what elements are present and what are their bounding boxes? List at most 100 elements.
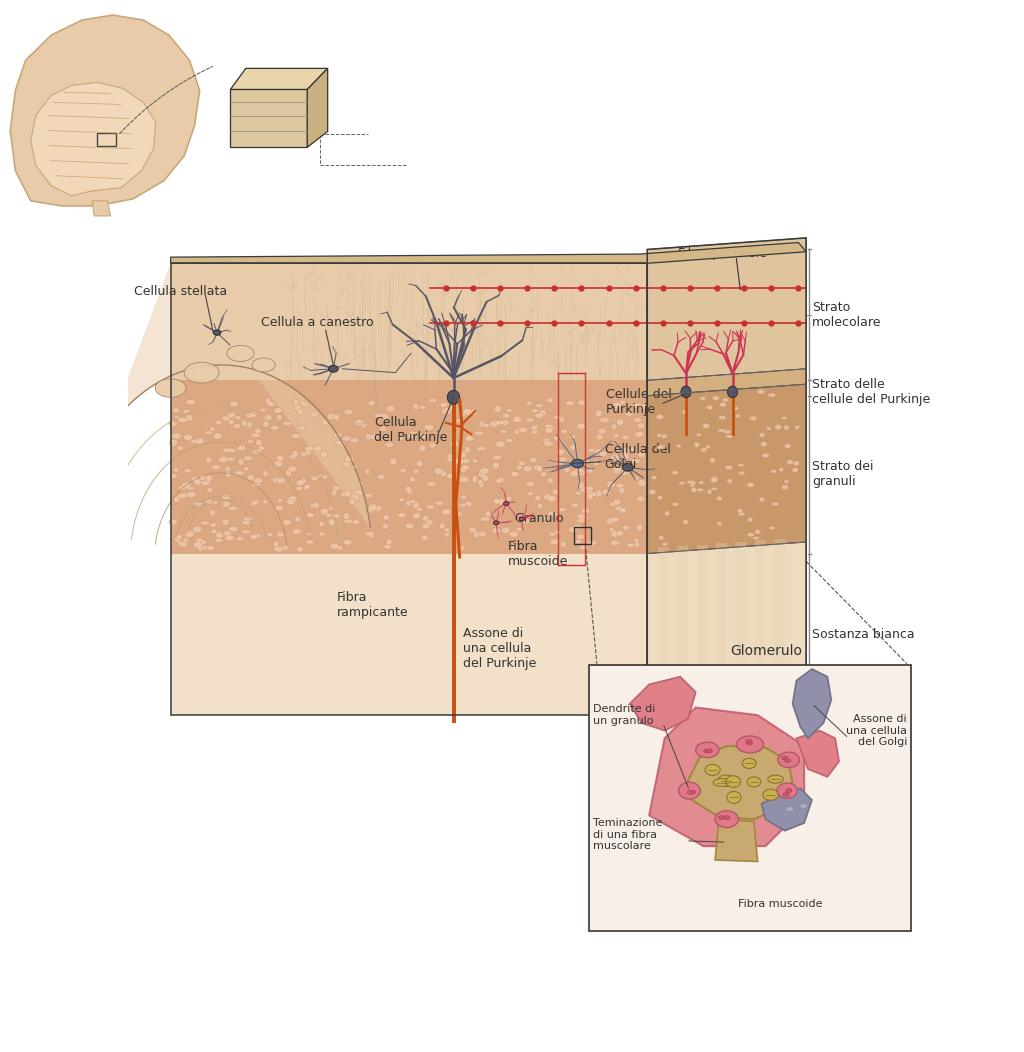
- Ellipse shape: [350, 438, 359, 443]
- Ellipse shape: [422, 515, 429, 521]
- Ellipse shape: [247, 422, 252, 428]
- Ellipse shape: [444, 528, 451, 532]
- Ellipse shape: [568, 527, 578, 533]
- Ellipse shape: [343, 540, 352, 545]
- Ellipse shape: [228, 420, 234, 425]
- Ellipse shape: [296, 480, 304, 486]
- Polygon shape: [647, 369, 806, 396]
- Text: Fibra
rampicante: Fibra rampicante: [337, 591, 409, 620]
- Ellipse shape: [303, 450, 311, 456]
- Ellipse shape: [560, 542, 566, 547]
- Ellipse shape: [446, 453, 457, 460]
- Ellipse shape: [371, 433, 379, 440]
- Ellipse shape: [210, 523, 217, 527]
- Ellipse shape: [781, 756, 787, 760]
- Polygon shape: [230, 68, 328, 89]
- Ellipse shape: [651, 476, 656, 480]
- Ellipse shape: [234, 471, 244, 476]
- Ellipse shape: [577, 469, 586, 476]
- Ellipse shape: [511, 471, 519, 477]
- Ellipse shape: [726, 434, 733, 438]
- Ellipse shape: [472, 459, 478, 463]
- Ellipse shape: [283, 421, 292, 426]
- Ellipse shape: [622, 469, 631, 474]
- Ellipse shape: [194, 542, 203, 548]
- Ellipse shape: [222, 494, 230, 500]
- Ellipse shape: [366, 531, 375, 537]
- Ellipse shape: [455, 398, 460, 404]
- Ellipse shape: [447, 457, 453, 462]
- Ellipse shape: [627, 543, 635, 547]
- Ellipse shape: [229, 401, 239, 407]
- Ellipse shape: [360, 423, 367, 428]
- Ellipse shape: [539, 409, 546, 417]
- Ellipse shape: [555, 461, 564, 465]
- Ellipse shape: [593, 460, 600, 466]
- Ellipse shape: [310, 476, 318, 481]
- Ellipse shape: [483, 424, 489, 427]
- Ellipse shape: [333, 432, 342, 438]
- Ellipse shape: [580, 486, 588, 492]
- Ellipse shape: [228, 506, 238, 511]
- Ellipse shape: [344, 456, 352, 462]
- Ellipse shape: [580, 545, 588, 550]
- Ellipse shape: [289, 454, 297, 459]
- Ellipse shape: [422, 523, 430, 529]
- Ellipse shape: [575, 491, 582, 495]
- Ellipse shape: [426, 505, 434, 509]
- Ellipse shape: [276, 478, 286, 484]
- Ellipse shape: [205, 430, 213, 434]
- Ellipse shape: [489, 421, 499, 427]
- Ellipse shape: [593, 492, 600, 498]
- Ellipse shape: [262, 500, 268, 504]
- Ellipse shape: [623, 464, 633, 471]
- Ellipse shape: [494, 405, 502, 412]
- Ellipse shape: [581, 508, 590, 513]
- Ellipse shape: [760, 497, 764, 502]
- Ellipse shape: [332, 489, 337, 497]
- Ellipse shape: [351, 465, 357, 469]
- Ellipse shape: [727, 479, 732, 484]
- Ellipse shape: [613, 500, 622, 505]
- Ellipse shape: [506, 497, 512, 501]
- Ellipse shape: [624, 462, 631, 467]
- Text: Sostanza bianca: Sostanza bianca: [812, 628, 915, 641]
- Ellipse shape: [656, 433, 662, 438]
- Ellipse shape: [687, 790, 693, 794]
- Ellipse shape: [213, 330, 221, 336]
- Ellipse shape: [649, 489, 656, 494]
- Ellipse shape: [553, 416, 561, 420]
- Ellipse shape: [427, 481, 436, 486]
- Ellipse shape: [577, 513, 586, 520]
- Ellipse shape: [242, 420, 247, 426]
- Text: Granulo: Granulo: [514, 512, 563, 525]
- Ellipse shape: [441, 408, 452, 414]
- Ellipse shape: [707, 749, 713, 753]
- Ellipse shape: [210, 427, 215, 431]
- Ellipse shape: [633, 418, 642, 423]
- Ellipse shape: [251, 483, 261, 487]
- Ellipse shape: [783, 425, 790, 430]
- Ellipse shape: [527, 491, 534, 495]
- Ellipse shape: [748, 518, 753, 522]
- Ellipse shape: [544, 494, 552, 501]
- Ellipse shape: [252, 358, 275, 371]
- Ellipse shape: [719, 416, 726, 420]
- Text: Strato dei
granuli: Strato dei granuli: [812, 461, 873, 488]
- Ellipse shape: [278, 499, 283, 503]
- Ellipse shape: [457, 418, 463, 423]
- Bar: [97, 133, 116, 145]
- Ellipse shape: [249, 411, 257, 418]
- Ellipse shape: [530, 425, 538, 430]
- Ellipse shape: [622, 436, 630, 440]
- Ellipse shape: [327, 413, 337, 420]
- Ellipse shape: [413, 404, 419, 409]
- Ellipse shape: [212, 500, 218, 505]
- Ellipse shape: [531, 408, 539, 412]
- Ellipse shape: [172, 408, 180, 413]
- Ellipse shape: [657, 495, 663, 500]
- Ellipse shape: [711, 487, 718, 490]
- Ellipse shape: [548, 495, 556, 502]
- Ellipse shape: [452, 503, 458, 509]
- Polygon shape: [797, 730, 839, 776]
